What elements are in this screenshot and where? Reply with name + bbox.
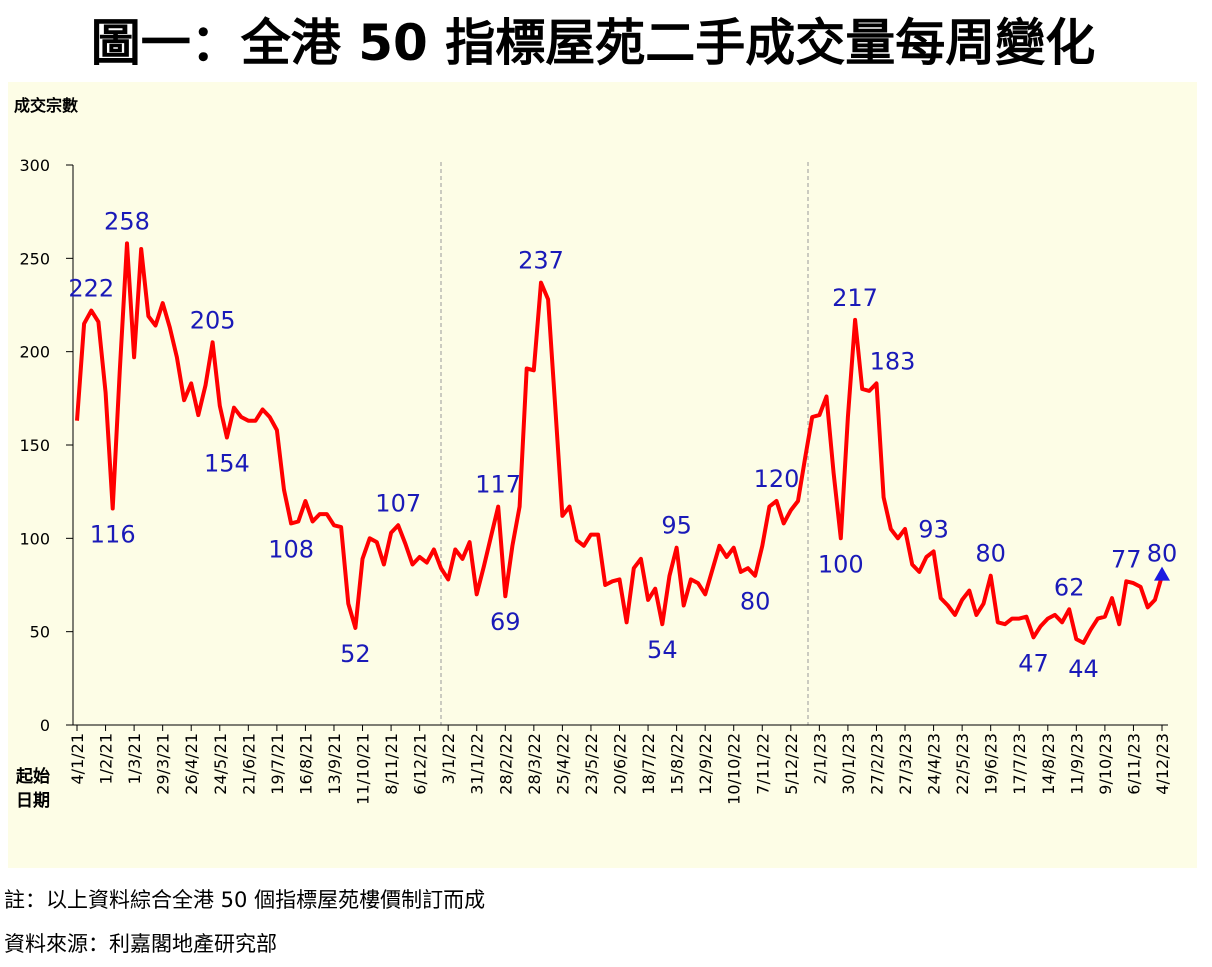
- x-tick-label: 10/10/22: [725, 733, 744, 805]
- value-label: 108: [268, 535, 314, 563]
- x-tick-label: 8/11/21: [382, 733, 401, 795]
- x-tick-label: 5/12/22: [782, 733, 801, 795]
- x-tick-label: 2/1/23: [810, 733, 829, 785]
- x-tick-label: 23/5/22: [582, 733, 601, 795]
- value-label: 183: [870, 347, 916, 375]
- value-label: 100: [818, 550, 864, 578]
- y-tick-label: 250: [19, 249, 50, 268]
- x-tick-label: 28/3/22: [525, 733, 544, 795]
- value-label: 80: [975, 540, 1006, 568]
- value-label: 205: [190, 306, 236, 334]
- x-tick-label: 3/1/22: [439, 733, 458, 785]
- x-tick-label: 19/7/21: [268, 733, 287, 795]
- x-tick-label: 24/5/21: [211, 733, 230, 795]
- x-tick-label: 15/8/22: [668, 733, 687, 795]
- x-tick-label: 29/3/21: [154, 733, 173, 795]
- x-tick-label: 30/1/23: [839, 733, 858, 795]
- value-label: 69: [490, 608, 521, 636]
- x-tick-label: 4/12/23: [1153, 733, 1172, 795]
- note: 註：以上資料綜合全港 50 個指標屋苑樓價制訂而成: [4, 888, 485, 912]
- value-label: 54: [647, 636, 678, 664]
- value-label: 116: [90, 520, 136, 548]
- value-label: 80: [740, 588, 771, 616]
- value-label: 217: [832, 284, 878, 312]
- x-tick-label: 27/3/23: [896, 733, 915, 795]
- x-tick-label: 7/11/22: [753, 733, 772, 795]
- x-axis-label: 起始: [15, 766, 50, 787]
- value-label: 154: [204, 450, 250, 478]
- x-tick-label: 11/9/23: [1067, 733, 1086, 795]
- x-tick-label: 4/1/21: [68, 733, 87, 785]
- x-tick-label: 26/4/21: [182, 733, 201, 795]
- x-tick-label: 24/4/23: [925, 733, 944, 795]
- x-tick-label: 1/2/21: [97, 733, 116, 785]
- x-tick-label: 18/7/22: [639, 733, 658, 795]
- value-label: 258: [104, 207, 150, 235]
- value-label: 93: [918, 515, 949, 543]
- y-tick-label: 200: [19, 343, 50, 362]
- y-tick-label: 300: [19, 156, 50, 175]
- x-tick-label: 19/6/23: [982, 733, 1001, 795]
- x-tick-label: 28/2/22: [496, 733, 515, 795]
- x-tick-label: 31/1/22: [468, 733, 487, 795]
- x-tick-label: 17/7/23: [1010, 733, 1029, 795]
- value-label: 95: [661, 512, 692, 540]
- data-line: [75, 241, 1164, 645]
- y-tick-label: 100: [19, 529, 50, 548]
- x-tick-label: 12/9/22: [696, 733, 715, 795]
- value-label: 62: [1054, 573, 1085, 601]
- x-tick-label: 1/3/21: [125, 733, 144, 785]
- value-label: 52: [340, 640, 371, 668]
- value-label: 117: [475, 471, 521, 499]
- x-tick-label: 20/6/22: [611, 733, 630, 795]
- chart-title: 圖一：全港 50 指標屋苑二手成交量每周變化: [91, 14, 1095, 72]
- x-tick-label: 22/5/23: [953, 733, 972, 795]
- value-label: 222: [68, 275, 114, 303]
- value-label: 44: [1068, 655, 1099, 683]
- value-label: 107: [375, 489, 421, 517]
- x-tick-label: 14/8/23: [1039, 733, 1058, 795]
- x-tick-label: 25/4/22: [553, 733, 572, 795]
- source: 資料來源：利嘉閣地產研究部: [4, 932, 277, 956]
- x-tick-label: 6/11/23: [1124, 733, 1143, 795]
- value-label: 120: [754, 465, 800, 493]
- end-marker: [1154, 566, 1170, 581]
- x-tick-label: 27/2/23: [867, 733, 886, 795]
- x-tick-label: 21/6/21: [239, 733, 258, 795]
- x-tick-label: 13/9/21: [325, 733, 344, 795]
- x-axis-label: 日期: [16, 791, 50, 811]
- y-tick-label: 0: [40, 716, 50, 735]
- x-tick-label: 9/10/23: [1096, 733, 1115, 795]
- value-label: 47: [1018, 649, 1049, 677]
- value-label: 77: [1111, 545, 1142, 573]
- value-label: 80: [1147, 540, 1178, 568]
- plot-background: [8, 82, 1197, 868]
- y-tick-label: 150: [19, 436, 50, 455]
- x-tick-label: 6/12/21: [411, 733, 430, 795]
- x-tick-label: 16/8/21: [296, 733, 315, 795]
- value-label: 237: [518, 247, 564, 275]
- y-axis-label: 成交宗數: [14, 96, 78, 115]
- y-tick-label: 50: [30, 623, 50, 642]
- x-tick-label: 11/10/21: [354, 733, 373, 805]
